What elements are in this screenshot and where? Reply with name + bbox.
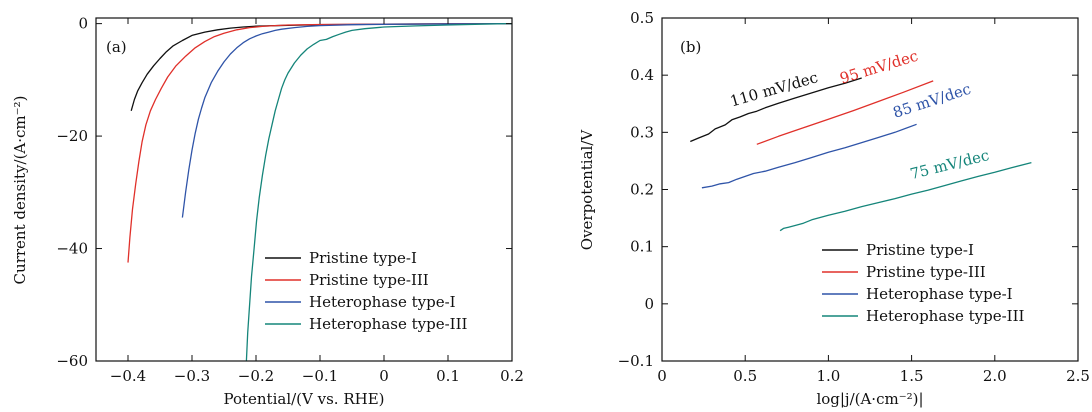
panel-label-b: (b) [680, 38, 701, 56]
chart-panel-a: −0.4 −0.3 −0.2 −0.1 0 0.1 0.2 0 −20 −40 −60 (a) Po… [11, 15, 524, 408]
slope-annotation: 95 mV/dec [838, 47, 921, 88]
series-line-b-3 [701, 123, 917, 189]
x-tick-label: 0 [379, 367, 389, 385]
y-axis-label-a: Current density/(A·cm⁻²) [11, 96, 29, 285]
slope-annotation: 85 mV/dec [891, 80, 973, 122]
x-axis-label-a: Potential/(V vs. RHE) [223, 390, 384, 408]
x-tick-label: −0.4 [110, 367, 146, 385]
series-line-a-4 [245, 22, 513, 362]
y-tick-label: 0.2 [630, 181, 654, 199]
x-tick-label: −0.1 [302, 367, 338, 385]
series-line-b-2 [756, 80, 934, 145]
legend-label: Heterophase type-I [866, 285, 1013, 303]
slope-annotation: 75 mV/dec [908, 146, 991, 183]
y-tick-label: −20 [56, 127, 88, 145]
series-line-b-4 [779, 161, 1032, 232]
series-group-b [690, 77, 1032, 232]
legend-b: Pristine type-I Pristine type-III Heteroph… [822, 241, 1025, 325]
plot-frame-a [95, 17, 513, 362]
panel-label-a: (a) [106, 38, 127, 56]
legend-label: Pristine type-III [866, 263, 986, 281]
series-line-a-1 [130, 22, 513, 111]
y-tick-label: 0.3 [630, 123, 654, 141]
series-line-a-3 [181, 22, 513, 218]
y-tick-label: 0 [644, 295, 654, 313]
y-tick-label: 0.1 [630, 238, 654, 256]
series-line-b-1 [690, 77, 862, 143]
x-tick-label: 0.1 [436, 367, 460, 385]
legend-label: Pristine type-I [309, 249, 417, 267]
legend-label: Pristine type-I [866, 241, 974, 259]
x-tick-label: 0 [657, 367, 667, 385]
legend-label: Heterophase type-I [309, 293, 456, 311]
x-tick-label: 2.5 [1066, 367, 1090, 385]
y-tick-label: −60 [56, 352, 88, 370]
x-tick-label: 0.2 [500, 367, 524, 385]
y-tick-label: 0.4 [630, 66, 654, 84]
ticks-group-b: 0 0.5 1.0 1.5 2.0 2.5−0.100.10.20.30.40.5 [618, 9, 1090, 385]
legend-label: Heterophase type-III [866, 307, 1025, 325]
x-axis-label-b: log|j/(A·cm⁻²)| [816, 390, 923, 408]
y-tick-label: 0.5 [630, 9, 654, 27]
legend-label: Heterophase type-III [309, 315, 468, 333]
y-tick-label: −40 [56, 240, 88, 258]
y-axis-label-b: Overpotential/V [578, 129, 596, 251]
ticks-group-a: −0.4 −0.3 −0.2 −0.1 0 0.1 0.2 0 −20 −40 −60 [56, 15, 524, 385]
y-tick-label: 0 [78, 15, 88, 33]
series-line-a-2 [127, 22, 513, 263]
y-tick-label: −0.1 [618, 352, 654, 370]
chart-panel-b: 0 0.5 1.0 1.5 2.0 2.5−0.100.10.20.30.40.5 (b)… [578, 9, 1090, 408]
x-tick-label: 0.5 [733, 367, 757, 385]
x-tick-label: 1.5 [900, 367, 924, 385]
x-tick-label: 1.0 [816, 367, 840, 385]
legend-label: Pristine type-III [309, 271, 429, 289]
x-tick-label: −0.3 [174, 367, 210, 385]
x-tick-label: 2.0 [983, 367, 1007, 385]
x-tick-label: −0.2 [238, 367, 274, 385]
series-group-a [127, 22, 513, 362]
legend-a: Pristine type-I Pristine type-III Heteroph… [265, 249, 468, 333]
